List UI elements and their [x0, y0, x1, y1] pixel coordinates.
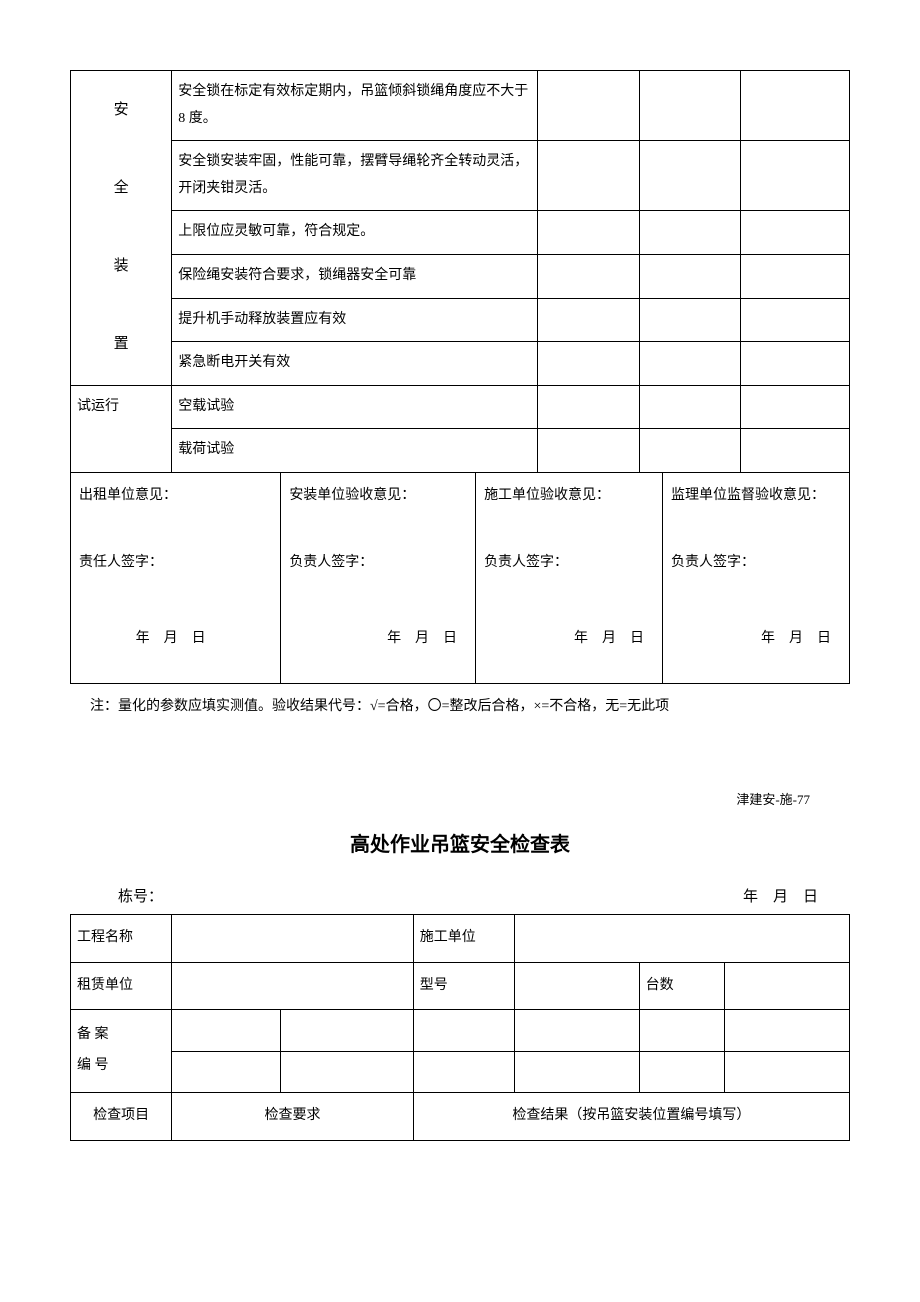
result-cell — [538, 254, 639, 298]
check-item: 空载试验 — [172, 385, 538, 429]
record-number-cell — [281, 1010, 413, 1051]
contractor-opinion-label: 施工单位验收意见： — [484, 483, 654, 510]
inspection-table-2: 工程名称 施工单位 租赁单位 型号 台数 备 案 编 号 检查项目 检查要求 检… — [70, 914, 850, 1140]
table-row: 安全锁安装牢固，性能可靠，摆臂导绳轮齐全转动灵活，开闭夹钳灵活。 — [71, 141, 850, 211]
lessor-opinion-label: 出租单位意见： — [79, 483, 272, 510]
date-placeholder: 年 月 日 — [671, 626, 841, 653]
table-row: 试运行 空载试验 — [71, 385, 850, 429]
contractor-value — [515, 915, 850, 963]
record-number-cell — [639, 1010, 725, 1051]
table-row: 载荷试验 — [71, 429, 850, 473]
project-name-value — [172, 915, 413, 963]
form-header-row: 栋号： 年 月 日 — [118, 885, 848, 906]
record-number-label: 备 案 编 号 — [71, 1010, 172, 1093]
model-label: 型号 — [413, 962, 514, 1010]
result-cell — [740, 71, 849, 141]
check-item: 安全锁安装牢固，性能可靠，摆臂导绳轮齐全转动灵活，开闭夹钳灵活。 — [172, 141, 538, 211]
check-item: 紧急断电开关有效 — [172, 342, 538, 386]
document-code: 津建安-施-77 — [70, 789, 850, 808]
date-placeholder: 年 月 日 — [289, 626, 467, 653]
result-cell — [740, 429, 849, 473]
check-requirement-header: 检查要求 — [172, 1092, 413, 1140]
record-number-cell — [515, 1010, 640, 1051]
installer-opinion-label: 安装单位验收意见： — [289, 483, 467, 510]
date-placeholder: 年 月 日 — [79, 626, 272, 653]
record-number-cell — [172, 1010, 281, 1051]
table-row: 备 案 编 号 — [71, 1010, 850, 1051]
lessor-label: 租赁单位 — [71, 962, 172, 1010]
result-cell — [538, 385, 639, 429]
table-row: 紧急断电开关有效 — [71, 342, 850, 386]
trial-run-label: 试运行 — [71, 385, 172, 472]
result-cell — [740, 254, 849, 298]
result-cell — [740, 385, 849, 429]
result-cell — [639, 298, 740, 342]
model-value — [515, 962, 640, 1010]
result-cell — [639, 429, 740, 473]
result-cell — [639, 141, 740, 211]
installer-opinion-cell: 安装单位验收意见： 负责人签字： 年 月 日 — [281, 473, 476, 684]
check-item: 载荷试验 — [172, 429, 538, 473]
lessor-sign-label: 责任人签字： — [79, 550, 272, 577]
contractor-opinion-cell: 施工单位验收意见： 负责人签字： 年 月 日 — [476, 473, 663, 684]
date-label: 年 月 日 — [743, 885, 848, 906]
supervisor-opinion-cell: 监理单位监督验收意见： 负责人签字： 年 月 日 — [663, 473, 850, 684]
check-item: 提升机手动释放装置应有效 — [172, 298, 538, 342]
result-cell — [538, 342, 639, 386]
lessor-opinion-cell: 出租单位意见： 责任人签字： 年 月 日 — [71, 473, 281, 684]
check-item: 上限位应灵敏可靠，符合规定。 — [172, 211, 538, 255]
supervisor-sign-label: 负责人签字： — [671, 550, 841, 577]
project-name-label: 工程名称 — [71, 915, 172, 963]
result-cell — [538, 141, 639, 211]
result-cell — [538, 429, 639, 473]
result-cell — [639, 254, 740, 298]
check-item: 安全锁在标定有效标定期内，吊篮倾斜锁绳角度应不大于 8 度。 — [172, 71, 538, 141]
quantity-value — [725, 962, 850, 1010]
record-number-cell — [639, 1051, 725, 1092]
record-number-cell — [413, 1010, 514, 1051]
table-row: 保险绳安装符合要求，锁绳器安全可靠 — [71, 254, 850, 298]
table-row: 安 全 装 置 安全锁在标定有效标定期内，吊篮倾斜锁绳角度应不大于 8 度。 — [71, 71, 850, 141]
lessor-value — [172, 962, 413, 1010]
result-cell — [538, 298, 639, 342]
result-cell — [639, 342, 740, 386]
table-row: 上限位应灵敏可靠，符合规定。 — [71, 211, 850, 255]
building-number-label: 栋号： — [118, 885, 163, 906]
footnote: 注：量化的参数应填实测值。验收结果代号：√=合格，〇=整改后合格，×=不合格，无… — [90, 694, 850, 719]
record-number-cell — [281, 1051, 413, 1092]
record-number-cell — [725, 1010, 850, 1051]
table-row: 检查项目 检查要求 检查结果（按吊篮安装位置编号填写） — [71, 1092, 850, 1140]
table-row: 工程名称 施工单位 — [71, 915, 850, 963]
date-placeholder: 年 月 日 — [484, 626, 654, 653]
table-row: 提升机手动释放装置应有效 — [71, 298, 850, 342]
result-cell — [740, 141, 849, 211]
table-row — [71, 1051, 850, 1092]
contractor-label: 施工单位 — [413, 915, 514, 963]
record-number-cell — [172, 1051, 281, 1092]
quantity-label: 台数 — [639, 962, 725, 1010]
result-cell — [740, 342, 849, 386]
record-number-cell — [515, 1051, 640, 1092]
check-item: 保险绳安装符合要求，锁绳器安全可靠 — [172, 254, 538, 298]
result-cell — [538, 211, 639, 255]
safety-device-label: 安 全 装 置 — [71, 71, 172, 386]
form-title: 高处作业吊篮安全检查表 — [70, 828, 850, 857]
result-cell — [740, 211, 849, 255]
check-item-header: 检查项目 — [71, 1092, 172, 1140]
result-cell — [639, 71, 740, 141]
signature-row: 出租单位意见： 责任人签字： 年 月 日 安装单位验收意见： 负责人签字： 年 … — [71, 473, 850, 684]
result-cell — [740, 298, 849, 342]
signature-table: 出租单位意见： 责任人签字： 年 月 日 安装单位验收意见： 负责人签字： 年 … — [70, 473, 850, 684]
contractor-sign-label: 负责人签字： — [484, 550, 654, 577]
supervisor-opinion-label: 监理单位监督验收意见： — [671, 483, 841, 510]
table-row: 租赁单位 型号 台数 — [71, 962, 850, 1010]
result-cell — [639, 385, 740, 429]
result-cell — [538, 71, 639, 141]
record-number-cell — [413, 1051, 514, 1092]
record-number-cell — [725, 1051, 850, 1092]
inspection-table-1: 安 全 装 置 安全锁在标定有效标定期内，吊篮倾斜锁绳角度应不大于 8 度。 安… — [70, 70, 850, 473]
installer-sign-label: 负责人签字： — [289, 550, 467, 577]
check-result-header: 检查结果（按吊篮安装位置编号填写） — [413, 1092, 849, 1140]
result-cell — [639, 211, 740, 255]
